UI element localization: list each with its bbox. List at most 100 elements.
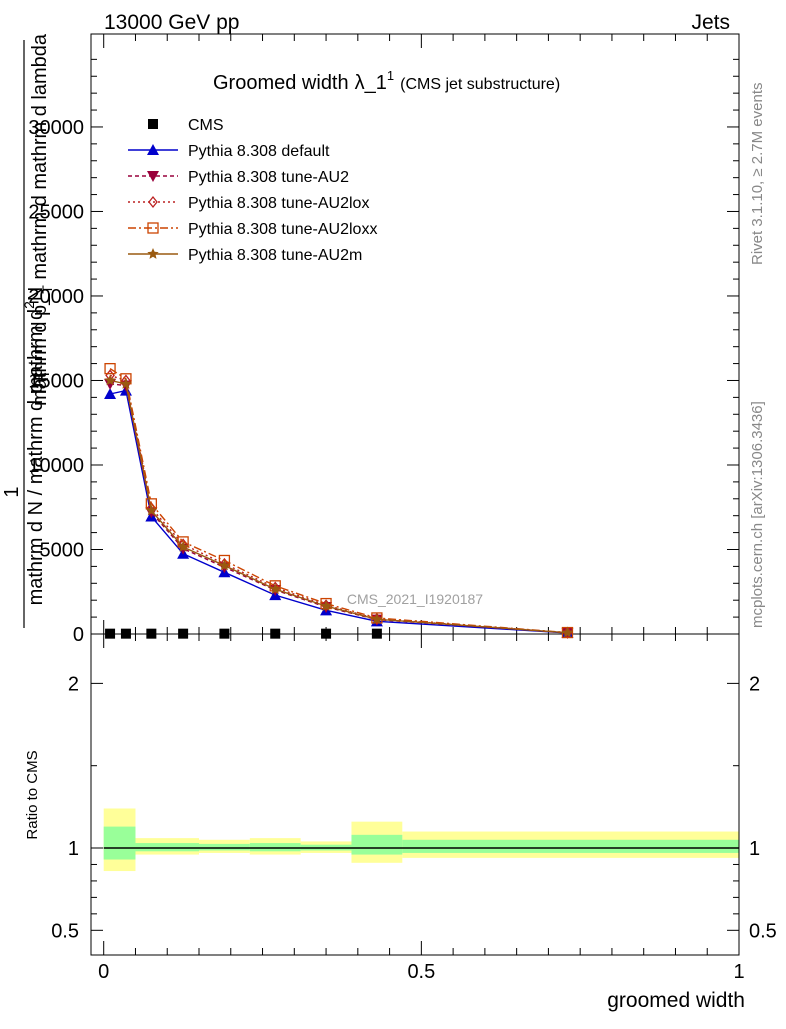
series-3 <box>105 369 573 639</box>
legend: CMS Pythia 8.308 default Pythia 8.308 tune… <box>128 117 377 264</box>
main-ytick-label: 25000 <box>28 201 84 223</box>
data-point <box>104 388 117 399</box>
data-point <box>146 628 157 639</box>
main-ytick-label: 10000 <box>28 455 84 477</box>
series-line-5 <box>109 379 568 634</box>
ratio-frame <box>90 633 740 956</box>
data-point <box>104 374 116 386</box>
data-point <box>104 362 116 375</box>
chart-title-sub: (CMS jet substructure) <box>400 76 560 93</box>
series-line-4 <box>109 368 568 634</box>
chart-title: Groomed width λ_11 (CMS jet substructure) <box>213 68 560 94</box>
series-line-3 <box>109 374 568 634</box>
legend-entry-0: CMS <box>148 117 224 134</box>
main-ytick-label: 30000 <box>28 117 84 139</box>
data-point <box>120 377 132 389</box>
series-1 <box>104 384 574 638</box>
data-point <box>120 628 131 639</box>
main-ytick-label: 5000 <box>40 539 85 561</box>
series-2 <box>104 378 574 639</box>
chart-title-lambda: λ_1 <box>355 72 387 94</box>
legend-marker <box>147 171 159 182</box>
ratio-ytick-label-right: 2 <box>749 673 760 695</box>
ratio-band-green-6 <box>402 839 739 853</box>
svg-text:1: 1 <box>1 486 23 497</box>
legend-label: CMS <box>188 117 224 134</box>
legend-entry-2: Pythia 8.308 tune-AU2 <box>128 169 349 186</box>
main-ytick-label: 15000 <box>28 370 84 392</box>
main-ylabel-one: 1 <box>1 486 23 497</box>
series-line-2 <box>109 383 568 634</box>
series-4 <box>104 362 574 639</box>
legend-entry-5: Pythia 8.308 tune-AU2m <box>128 247 362 264</box>
ratio-ytick-label: 0.5 <box>51 920 79 942</box>
data-point <box>321 628 332 639</box>
mcplots-label: mcplots.cern.ch [arXiv:1306.3436] <box>749 401 766 628</box>
x-tick-label: 1 <box>733 961 744 983</box>
data-point <box>145 504 158 516</box>
legend-entry-1: Pythia 8.308 default <box>128 143 330 160</box>
rivet-label-group: Rivet 3.1.10, ≥ 2.7M events <box>749 83 766 266</box>
ratio-band-green-5 <box>351 834 403 855</box>
legend-entry-3: Pythia 8.308 tune-AU2lox <box>128 195 369 212</box>
legend-marker <box>148 195 158 209</box>
series-5 <box>104 374 574 638</box>
main-ytick-label: 0 <box>73 624 84 646</box>
main-ytick-label: 20000 <box>28 286 84 308</box>
chart-title-main: Groomed width <box>213 72 349 94</box>
legend-label: Pythia 8.308 tune-AU2m <box>188 247 362 264</box>
rivet-label: Rivet 3.1.10, ≥ 2.7M events <box>749 83 766 266</box>
ratio-band-green-1 <box>135 843 199 852</box>
x-axis-label: groomed width <box>607 989 745 1012</box>
ylabel-numerator: mathrm d2N <box>21 287 47 394</box>
data-point <box>177 541 189 552</box>
ratio-band-green-3 <box>249 843 301 852</box>
watermark: CMS_2021_I1920187 <box>347 591 483 607</box>
ratio-band-green-2 <box>199 843 250 851</box>
data-point <box>269 583 281 595</box>
legend-label: Pythia 8.308 tune-AU2lox <box>188 195 369 212</box>
svg-text:mathrm d p_T mathrm d mathrm d: mathrm d p_T mathrm d mathrm d lambda <box>29 33 55 406</box>
ratio-ytick-label: 2 <box>68 673 79 695</box>
series-line-1 <box>109 389 568 634</box>
header-left: 13000 GeV pp <box>104 11 239 34</box>
legend-marker <box>147 144 159 155</box>
mcplots-label-group: mcplots.cern.ch [arXiv:1306.3436] <box>749 401 766 628</box>
ratio-ylabel-group: Ratio to CMS <box>24 750 41 839</box>
data-point <box>371 628 382 639</box>
chart-title-sup: 1 <box>387 68 394 83</box>
legend-label: Pythia 8.308 default <box>188 143 330 160</box>
data-point <box>218 559 231 571</box>
ratio-bands <box>103 808 739 872</box>
x-tick-label: 0 <box>98 961 109 983</box>
legend-entry-4: Pythia 8.308 tune-AU2loxx <box>128 221 377 238</box>
legend-marker <box>147 222 159 234</box>
main-ylabel: mathrm d2N <box>21 287 47 394</box>
header-right: Jets <box>691 11 730 34</box>
data-point <box>320 600 332 611</box>
legend-marker <box>147 248 159 259</box>
data-point <box>371 613 383 625</box>
main-ylabel-2: mathrm d p_T mathrm d mathrm d lambda <box>29 33 55 406</box>
legend-marker <box>148 119 158 129</box>
data-point <box>105 628 116 639</box>
series-layer <box>104 362 574 639</box>
ratio-band-green-0 <box>103 826 136 860</box>
data-point <box>321 599 331 612</box>
legend-label: Pythia 8.308 tune-AU2 <box>188 169 349 186</box>
ratio-ylabel: Ratio to CMS <box>24 750 41 839</box>
legend-label: Pythia 8.308 tune-AU2loxx <box>188 221 377 238</box>
data-point <box>270 628 281 639</box>
data-point <box>178 628 189 639</box>
data-point <box>561 626 574 638</box>
data-point <box>219 628 230 639</box>
svg-text:mathrm d N / mathrm d pT: mathrm d N / mathrm d pT <box>25 374 51 605</box>
ylabel-sup: 2 <box>21 301 37 309</box>
series-0 <box>105 628 382 639</box>
x-tick-label: 0.5 <box>407 961 435 983</box>
ratio-ytick-label-right: 0.5 <box>749 920 777 942</box>
main-ylabel-denom: mathrm d N / mathrm d pT <box>25 374 51 605</box>
